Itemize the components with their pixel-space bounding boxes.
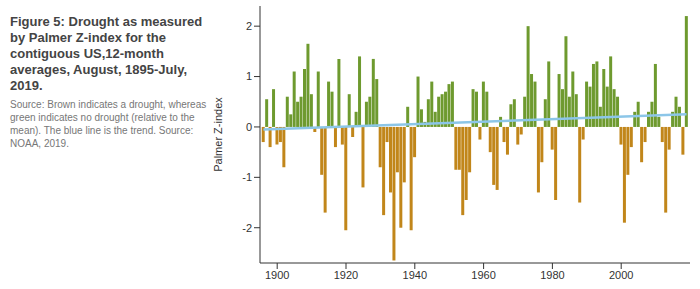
svg-text:-1: -1 <box>242 171 252 183</box>
svg-text:0: 0 <box>246 121 252 133</box>
svg-text:1: 1 <box>246 70 252 82</box>
svg-text:1960: 1960 <box>471 269 495 281</box>
svg-text:1980: 1980 <box>540 269 564 281</box>
svg-text:1900: 1900 <box>265 269 289 281</box>
svg-text:2000: 2000 <box>609 269 633 281</box>
svg-text:-2: -2 <box>242 222 252 234</box>
html-text:Source: Brown indicates a drou: Source: Brown indicates a drought, where… <box>10 99 207 149</box>
svg-text:2: 2 <box>246 20 252 32</box>
svg-text:Palmer Z-index: Palmer Z-index <box>212 97 224 172</box>
svg-text:1920: 1920 <box>334 269 358 281</box>
html-text:Figure 5: Drought as measured: Figure 5: Drought as measured by Palmer … <box>10 14 203 93</box>
svg-text:1940: 1940 <box>403 269 427 281</box>
